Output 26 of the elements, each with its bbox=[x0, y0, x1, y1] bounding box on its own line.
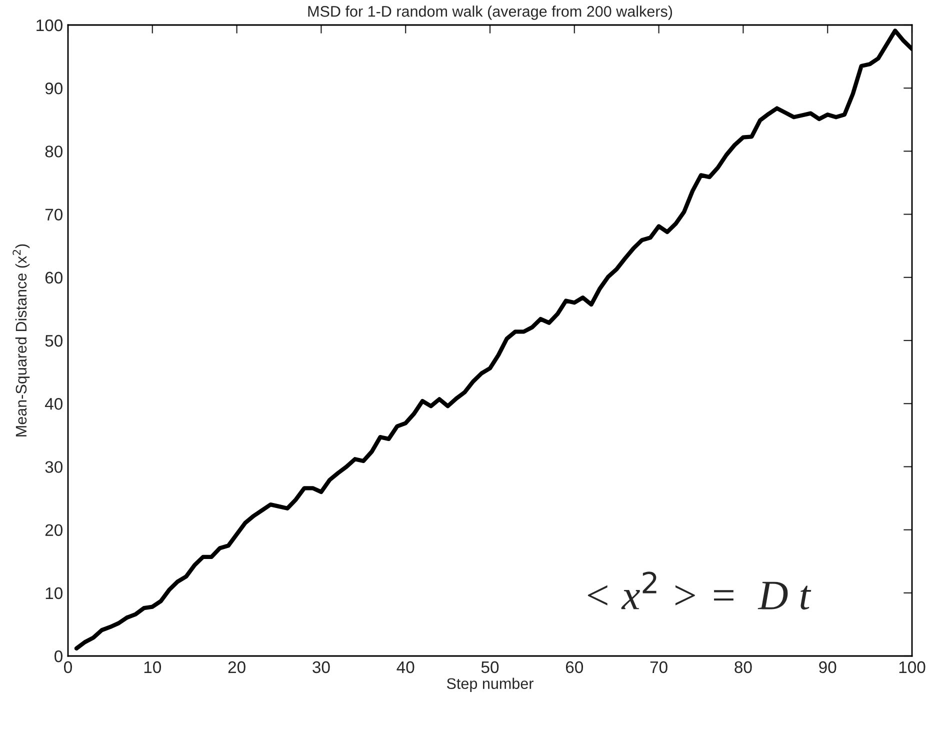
y-tick-label: 100 bbox=[36, 19, 62, 32]
x-tick-label: 60 bbox=[566, 661, 584, 674]
y-tick-label: 80 bbox=[45, 146, 62, 158]
y-tick-label: 30 bbox=[45, 461, 62, 473]
x-tick-label: 50 bbox=[481, 661, 499, 674]
x-tick-label: 80 bbox=[734, 661, 752, 674]
y-tick-label: 20 bbox=[45, 524, 62, 536]
x-tick-label: 40 bbox=[396, 661, 414, 674]
x-tick-label: 90 bbox=[819, 661, 836, 674]
chart-title: MSD for 1-D random walk (average from 200 walkers) bbox=[308, 6, 672, 20]
y-axis-title: Mean-Squared Distance (x$^{2}$) bbox=[12, 244, 30, 436]
x-tick-label: 30 bbox=[312, 661, 330, 674]
annotation: < x$^{2}$ > = D t bbox=[588, 572, 812, 610]
x-tick-label: 20 bbox=[228, 661, 246, 674]
x-tick-label: 0 bbox=[64, 661, 72, 674]
x-tick-label: 10 bbox=[144, 661, 162, 674]
y-tick-label: 90 bbox=[45, 82, 62, 94]
y-tick-label: 40 bbox=[44, 398, 62, 410]
x-tick-label: 100 bbox=[899, 661, 926, 674]
y-tick-label: 50 bbox=[45, 334, 62, 347]
y-tick-label: 0 bbox=[54, 650, 62, 662]
y-tick-label: 60 bbox=[45, 272, 62, 284]
x-tick-label: 70 bbox=[650, 661, 668, 674]
x-axis-title: Step number bbox=[446, 678, 534, 692]
y-tick-label: 70 bbox=[45, 208, 62, 221]
y-tick-label: 10 bbox=[46, 587, 62, 600]
